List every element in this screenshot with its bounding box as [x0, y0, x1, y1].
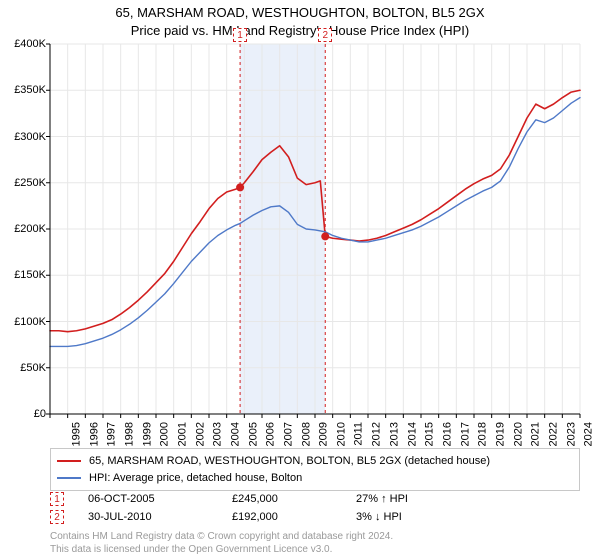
sale-price: £245,000	[232, 493, 332, 505]
figure-root: 65, MARSHAM ROAD, WESTHOUGHTON, BOLTON, …	[0, 0, 600, 560]
x-tick-label: 2021	[530, 422, 542, 446]
sale-marker-icon: 2	[318, 28, 332, 42]
x-tick-label: 2022	[547, 422, 559, 446]
sale-row: 2 30-JUL-2010 £192,000 3% ↓ HPI	[50, 510, 580, 524]
chart-area	[50, 44, 580, 414]
x-tick-label: 2014	[406, 422, 418, 446]
y-tick-label: £300K	[0, 131, 46, 143]
x-tick-label: 2017	[459, 422, 471, 446]
x-tick-label: 2016	[441, 422, 453, 446]
x-tick-label: 2007	[282, 422, 294, 446]
x-tick-label: 2003	[212, 422, 224, 446]
legend-box: 65, MARSHAM ROAD, WESTHOUGHTON, BOLTON, …	[50, 448, 580, 491]
legend-label-blue: HPI: Average price, detached house, Bolt…	[89, 470, 302, 487]
legend-swatch-red	[57, 460, 81, 462]
y-tick-label: £350K	[0, 84, 46, 96]
y-tick-label: £0	[0, 408, 46, 420]
sale-marker-icon: 1	[233, 28, 247, 42]
footer-line: Contains HM Land Registry data © Crown c…	[50, 530, 580, 543]
x-tick-label: 2023	[565, 422, 577, 446]
chart-svg	[50, 44, 580, 414]
sale-delta: 27% ↑ HPI	[356, 493, 476, 505]
title-subtitle: Price paid vs. HM Land Registry's House …	[0, 22, 600, 40]
legend-swatch-blue	[57, 477, 81, 479]
x-tick-label: 1995	[70, 422, 82, 446]
x-tick-label: 2024	[583, 422, 595, 446]
x-tick-label: 1999	[141, 422, 153, 446]
footer-line: This data is licensed under the Open Gov…	[50, 543, 580, 556]
x-tick-label: 2012	[371, 422, 383, 446]
sale-date: 30-JUL-2010	[88, 511, 208, 523]
x-tick-label: 1997	[106, 422, 118, 446]
y-tick-label: £50K	[0, 362, 46, 374]
sale-price: £192,000	[232, 511, 332, 523]
x-tick-label: 2019	[494, 422, 506, 446]
sale-marker-icon: 1	[50, 492, 64, 506]
y-tick-label: £150K	[0, 269, 46, 281]
title-address: 65, MARSHAM ROAD, WESTHOUGHTON, BOLTON, …	[0, 4, 600, 22]
x-tick-label: 2009	[318, 422, 330, 446]
sale-delta: 3% ↓ HPI	[356, 511, 476, 523]
x-tick-label: 2000	[159, 422, 171, 446]
legend-row: HPI: Average price, detached house, Bolt…	[57, 470, 573, 487]
x-tick-label: 1998	[123, 422, 135, 446]
x-tick-label: 2020	[512, 422, 524, 446]
legend-row: 65, MARSHAM ROAD, WESTHOUGHTON, BOLTON, …	[57, 453, 573, 470]
title-block: 65, MARSHAM ROAD, WESTHOUGHTON, BOLTON, …	[0, 0, 600, 39]
y-tick-label: £200K	[0, 223, 46, 235]
x-tick-label: 2018	[477, 422, 489, 446]
y-tick-label: £250K	[0, 177, 46, 189]
x-tick-label: 2015	[424, 422, 436, 446]
footer: Contains HM Land Registry data © Crown c…	[50, 530, 580, 556]
x-tick-label: 2008	[300, 422, 312, 446]
x-tick-label: 2010	[335, 422, 347, 446]
x-tick-label: 2013	[388, 422, 400, 446]
x-tick-label: 2005	[247, 422, 259, 446]
x-tick-label: 2001	[176, 422, 188, 446]
x-tick-label: 2011	[352, 422, 364, 446]
sale-row: 1 06-OCT-2005 £245,000 27% ↑ HPI	[50, 492, 580, 506]
sale-date: 06-OCT-2005	[88, 493, 208, 505]
legend-label-red: 65, MARSHAM ROAD, WESTHOUGHTON, BOLTON, …	[89, 453, 490, 470]
x-tick-label: 2006	[265, 422, 277, 446]
sale-marker-icon: 2	[50, 510, 64, 524]
y-tick-label: £400K	[0, 38, 46, 50]
x-tick-label: 2004	[229, 422, 241, 446]
x-tick-label: 1996	[88, 422, 100, 446]
x-tick-label: 2002	[194, 422, 206, 446]
y-tick-label: £100K	[0, 316, 46, 328]
